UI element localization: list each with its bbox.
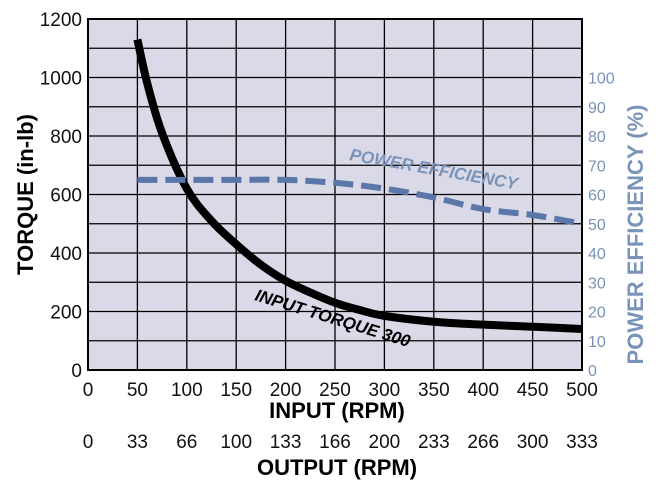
y2-tick-label: 50 <box>588 217 606 234</box>
y-tick-label: 200 <box>50 303 82 324</box>
y2-tick-label: 60 <box>588 188 606 205</box>
x-tick-label: 350 <box>418 380 450 401</box>
tick-labels: 0200400600800100012000102030405060708090… <box>40 10 615 453</box>
x2-tick-label: 166 <box>319 432 351 453</box>
y-tick-label: 0 <box>71 361 82 382</box>
y2-tick-label: 30 <box>588 275 606 292</box>
y-tick-label: 600 <box>50 186 82 207</box>
x-tick-label: 200 <box>270 380 302 401</box>
x-tick-label: 0 <box>83 380 94 401</box>
y-tick-label: 800 <box>50 127 82 148</box>
x2-tick-label: 200 <box>369 432 401 453</box>
x2-tick-label: 333 <box>566 432 598 453</box>
x2-tick-label: 266 <box>467 432 499 453</box>
plot-frame <box>87 18 583 371</box>
y2-tick-label: 0 <box>588 363 597 380</box>
y2-tick-label: 10 <box>588 334 606 351</box>
x-tick-label: 500 <box>566 380 598 401</box>
y-tick-label: 1200 <box>40 10 82 31</box>
x2-tick-label: 233 <box>418 432 450 453</box>
x-tick-label: 250 <box>319 380 351 401</box>
x2-tick-label: 100 <box>220 432 252 453</box>
y2-axis-title: POWER EFFICIENCY (%) <box>623 105 648 365</box>
power-efficiency-line <box>137 176 583 227</box>
y2-tick-label: 100 <box>588 71 615 88</box>
x-tick-label: 50 <box>127 380 148 401</box>
x-tick-label: 450 <box>517 380 549 401</box>
x2-tick-label: 300 <box>517 432 549 453</box>
axis-titles: INPUT (RPM) OUTPUT (RPM) TORQUE (in-lb) … <box>13 105 648 480</box>
x2-tick-label: 33 <box>127 432 148 453</box>
series-layer <box>133 38 583 334</box>
x2-tick-label: 0 <box>83 432 94 453</box>
input-torque-line <box>133 38 583 334</box>
x2-tick-label: 133 <box>270 432 302 453</box>
x-tick-label: 400 <box>467 380 499 401</box>
y-tick-label: 400 <box>50 244 82 265</box>
y2-tick-label: 20 <box>588 305 606 322</box>
x2-tick-label: 66 <box>176 432 197 453</box>
y-tick-label: 1000 <box>40 69 82 90</box>
y2-tick-label: 70 <box>588 158 606 175</box>
y2-tick-label: 40 <box>588 246 606 263</box>
x-tick-label: 100 <box>171 380 203 401</box>
y2-tick-label: 90 <box>588 100 606 117</box>
x-tick-label: 150 <box>220 380 252 401</box>
x2-axis-title: OUTPUT (RPM) <box>257 455 417 480</box>
y2-tick-label: 80 <box>588 129 606 146</box>
y-axis-title: TORQUE (in-lb) <box>13 114 38 275</box>
x-tick-label: 300 <box>369 380 401 401</box>
x-axis-title: INPUT (RPM) <box>269 398 405 423</box>
